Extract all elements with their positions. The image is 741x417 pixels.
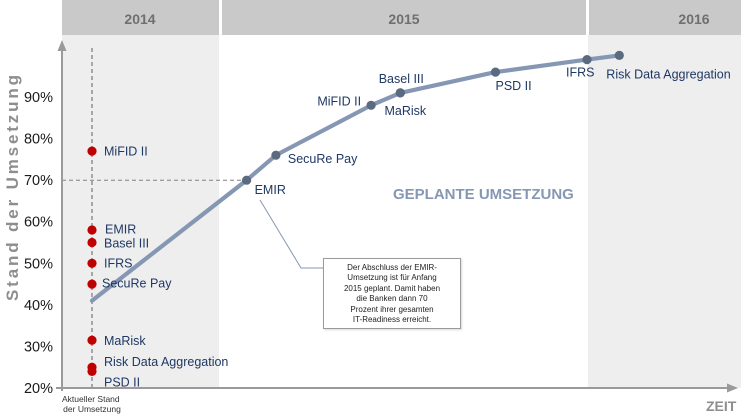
y-tick-label-20: 20% xyxy=(24,381,53,397)
planned-point-label: PSD II xyxy=(496,79,532,93)
current-state-point xyxy=(87,366,97,376)
period-label-2016: 2016 xyxy=(678,11,709,27)
y-tick-label-30: 30% xyxy=(24,339,53,355)
planned-point-label: Risk Data Aggregation xyxy=(606,67,730,81)
current-state-point-label: PSD II xyxy=(104,375,140,389)
current-state-point-label: SecuRe Pay xyxy=(102,277,172,291)
y-tick-label-80: 80% xyxy=(24,132,53,148)
annotation-line: IT-Readiness erreicht. xyxy=(352,315,432,325)
planned-series-line xyxy=(89,53,622,303)
planned-point-label: IFRS xyxy=(566,66,594,80)
current-state-point-label: EMIR xyxy=(105,223,136,237)
annotation-line: Prozent ihrer gesamten xyxy=(350,304,434,314)
current-state-point-label: MaRisk xyxy=(104,334,146,348)
current-state-point xyxy=(87,279,97,289)
planned-point-label: SecuRe Pay xyxy=(288,152,358,166)
current-state-caption-line: Aktueller Stand xyxy=(62,394,120,404)
period-header-2014 xyxy=(62,0,219,35)
annotation-line: die Banken dann 70 xyxy=(356,294,428,304)
annotation-box: Der Abschluss der EMIR- Umsetzung ist fü… xyxy=(323,258,461,329)
y-tick-label-40: 40% xyxy=(24,298,53,314)
x-axis-arrow-icon xyxy=(727,383,738,393)
planned-point xyxy=(271,150,281,160)
current-state-point-label: IFRS xyxy=(104,256,132,270)
y-axis-title: Stand der Umsetzung xyxy=(3,75,22,301)
planned-point xyxy=(614,50,624,61)
current-state-point-label: Basel III xyxy=(104,237,149,251)
planned-point-label: Basel III xyxy=(379,72,424,86)
planned-point xyxy=(490,67,501,77)
annotation-connector xyxy=(259,199,323,269)
annotation-line: 2015 geplant. Damit haben xyxy=(343,283,441,293)
planned-point-label: MaRisk xyxy=(384,104,426,118)
period-label-2014: 2014 xyxy=(124,11,155,27)
planned-series-points: EMIR SecuRe Pay MiFID II Basel III MaRisk PSD… xyxy=(242,50,731,197)
planned-point xyxy=(395,88,405,98)
current-state-caption: Aktueller Stand der Umsetzung xyxy=(62,394,122,414)
current-state-point xyxy=(87,146,97,156)
planned-series-title: GEPLANTE UMSETZUNG xyxy=(393,186,574,203)
annotation-line: Der Abschluss der EMIR- xyxy=(347,263,437,272)
x-axis-title: ZEIT xyxy=(706,398,737,414)
y-axis-arrow-icon xyxy=(57,40,67,51)
current-state-point-label: Risk Data Aggregation xyxy=(104,355,228,369)
band-shade-2016 xyxy=(588,35,741,388)
planned-point-label: EMIR xyxy=(255,183,286,197)
current-state-point-label: MiFID II xyxy=(104,145,148,159)
band-shade-2014 xyxy=(62,35,219,388)
planned-point xyxy=(242,175,252,185)
y-tick-label-70: 70% xyxy=(24,173,53,189)
current-state-point xyxy=(87,335,97,345)
period-label-2015: 2015 xyxy=(388,11,419,27)
period-header-2016 xyxy=(589,0,741,35)
y-tick-label-90: 90% xyxy=(24,90,53,106)
y-tick-labels: 90% 80% 70% 60% 50% 40% 30% 20% xyxy=(24,90,53,397)
current-state-point xyxy=(87,258,97,268)
y-tick-label-60: 60% xyxy=(24,215,53,231)
planned-point xyxy=(582,55,592,65)
planned-point-label: MiFID II xyxy=(317,94,361,108)
current-state-point xyxy=(87,225,97,235)
planned-point xyxy=(366,100,376,110)
current-state-caption-line: der Umsetzung xyxy=(63,404,121,414)
period-header-2015 xyxy=(222,0,586,35)
annotation-line: Umsetzung ist für Anfang xyxy=(347,273,437,283)
y-tick-label-50: 50% xyxy=(24,256,53,272)
current-state-point xyxy=(87,237,97,248)
